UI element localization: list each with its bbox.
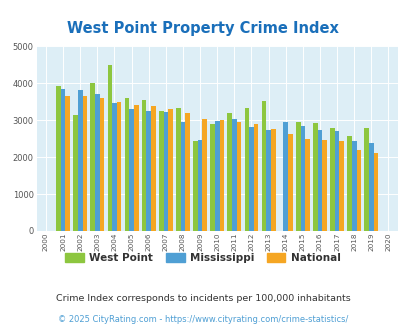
Bar — [73, 115, 78, 231]
Bar — [168, 109, 173, 231]
Bar — [227, 113, 231, 231]
Bar — [249, 127, 253, 231]
Bar — [287, 134, 292, 231]
Bar — [56, 86, 61, 231]
Bar — [146, 111, 151, 231]
Bar — [231, 119, 236, 231]
Bar — [197, 141, 202, 231]
Bar — [351, 141, 356, 231]
Bar — [82, 96, 87, 231]
Bar — [346, 136, 351, 231]
Bar — [356, 150, 360, 231]
Bar — [317, 130, 322, 231]
Bar — [202, 119, 207, 231]
Bar — [210, 124, 214, 231]
Bar — [180, 121, 185, 231]
Bar — [129, 109, 134, 231]
Bar — [214, 121, 219, 231]
Bar — [99, 98, 104, 231]
Bar — [295, 122, 300, 231]
Bar — [193, 141, 197, 231]
Text: © 2025 CityRating.com - https://www.cityrating.com/crime-statistics/: © 2025 CityRating.com - https://www.city… — [58, 314, 347, 324]
Bar — [134, 105, 138, 231]
Bar — [368, 143, 373, 231]
Bar — [176, 108, 180, 231]
Bar — [253, 124, 258, 231]
Bar — [158, 111, 163, 231]
Bar — [124, 98, 129, 231]
Bar — [373, 153, 377, 231]
Bar — [141, 100, 146, 231]
Bar — [117, 102, 121, 231]
Bar — [107, 65, 112, 231]
Bar — [364, 127, 368, 231]
Bar — [65, 96, 70, 231]
Bar — [90, 83, 95, 231]
Legend: West Point, Mississippi, National: West Point, Mississippi, National — [61, 248, 344, 267]
Bar — [163, 112, 168, 231]
Bar — [261, 101, 266, 231]
Bar — [322, 141, 326, 231]
Bar — [112, 103, 117, 231]
Bar — [236, 121, 241, 231]
Bar — [329, 127, 334, 231]
Bar — [266, 130, 270, 231]
Bar — [312, 123, 317, 231]
Bar — [270, 129, 275, 231]
Text: Crime Index corresponds to incidents per 100,000 inhabitants: Crime Index corresponds to incidents per… — [55, 294, 350, 303]
Bar — [283, 122, 287, 231]
Bar — [95, 94, 99, 231]
Text: West Point Property Crime Index: West Point Property Crime Index — [67, 20, 338, 36]
Bar — [244, 108, 249, 231]
Bar — [78, 90, 82, 231]
Bar — [339, 141, 343, 231]
Bar — [334, 131, 339, 231]
Bar — [61, 89, 65, 231]
Bar — [219, 120, 224, 231]
Bar — [185, 113, 190, 231]
Bar — [300, 126, 305, 231]
Bar — [305, 139, 309, 231]
Bar — [151, 106, 155, 231]
